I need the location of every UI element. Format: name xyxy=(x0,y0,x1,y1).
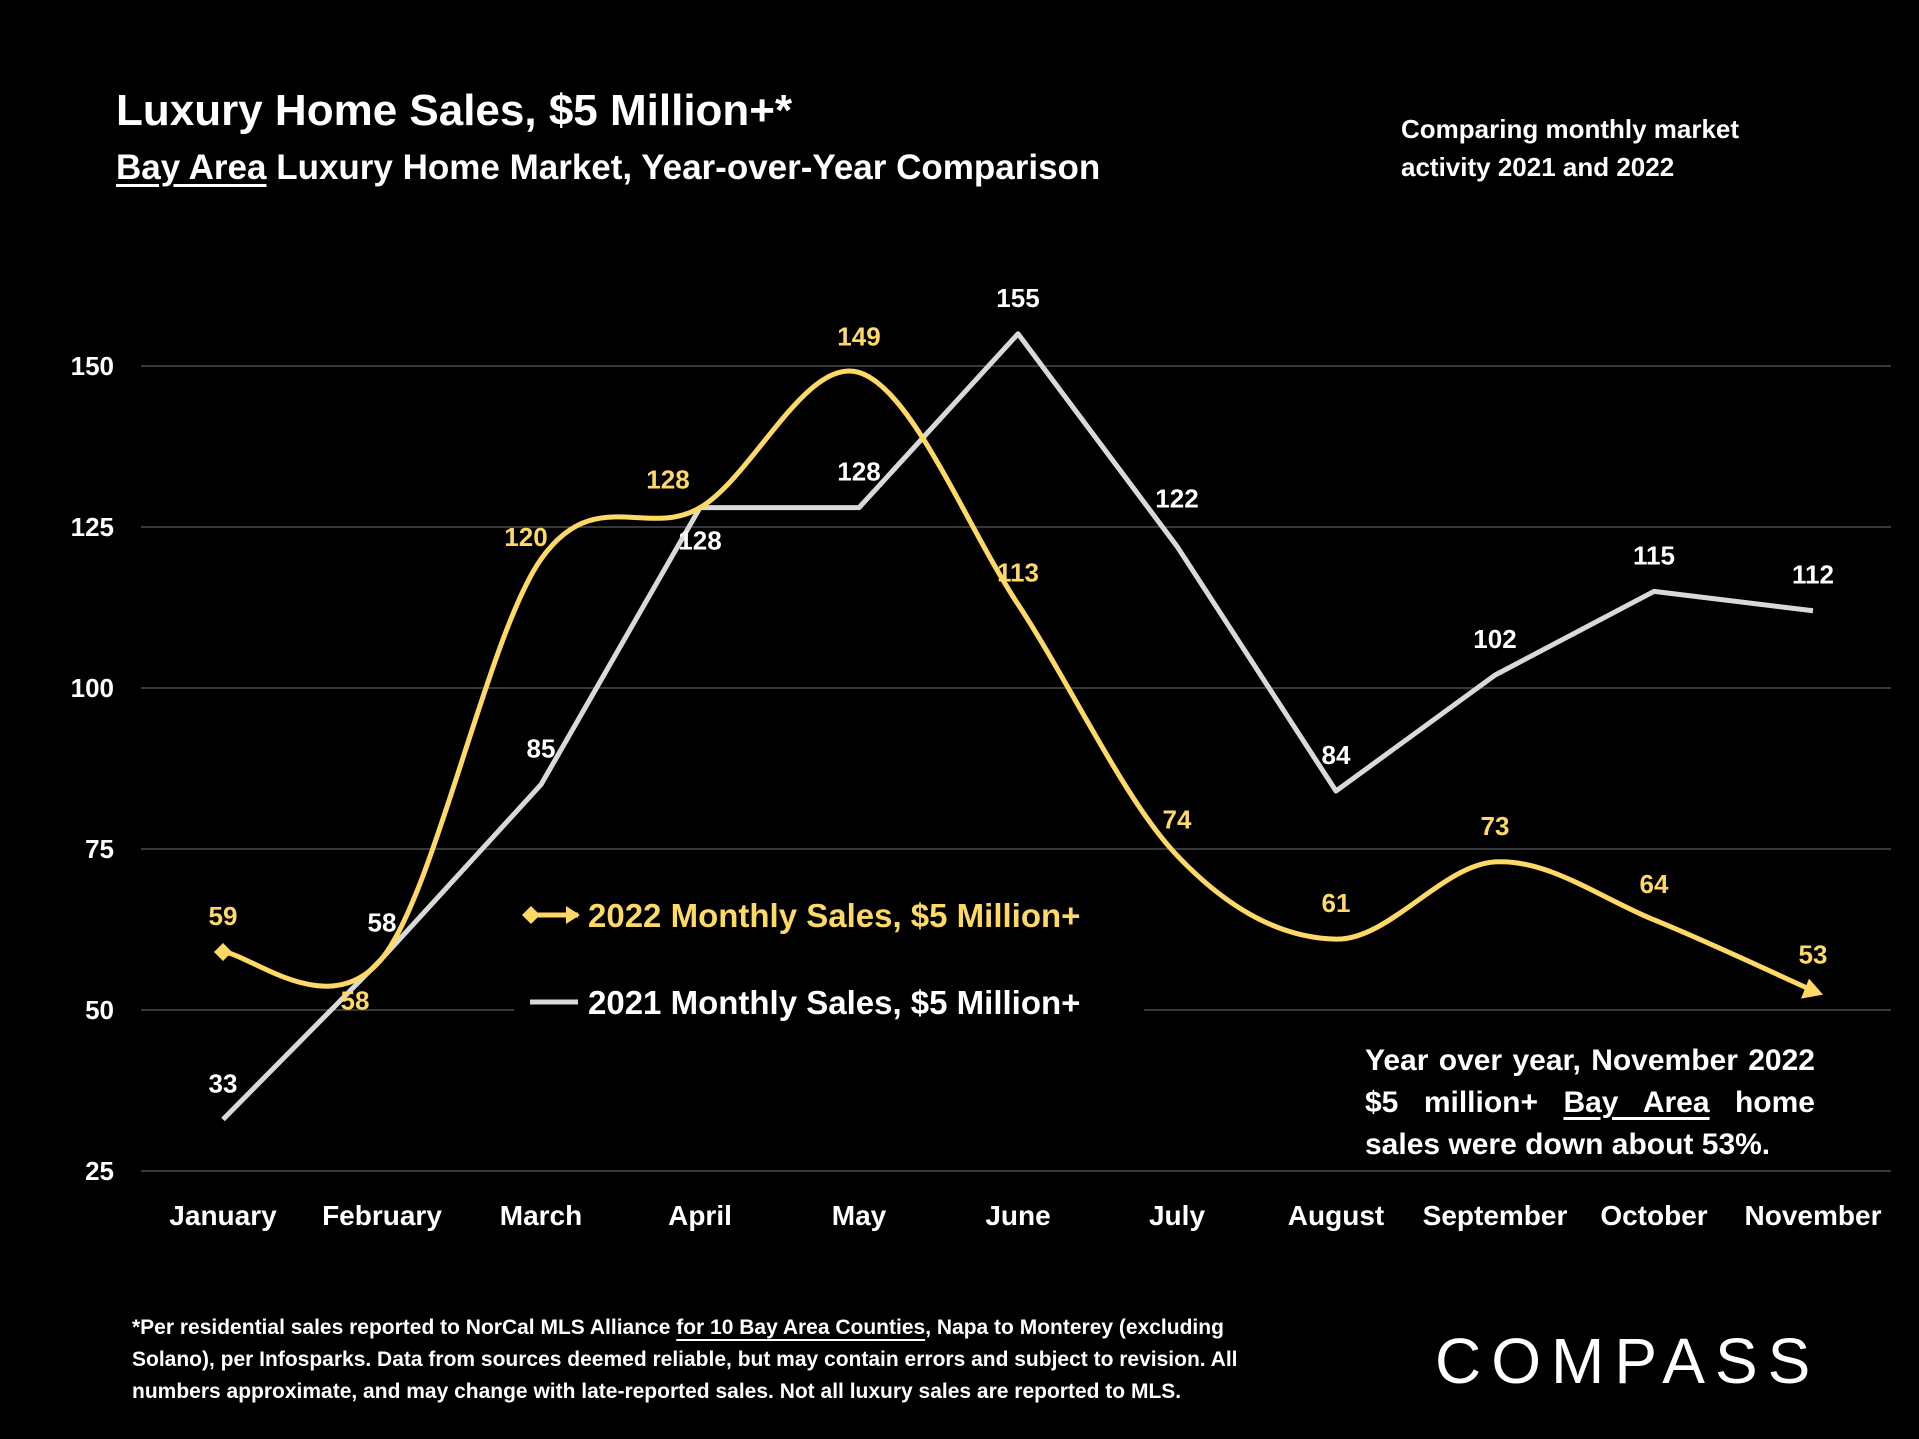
x-tick-label: July xyxy=(1149,1200,1205,1231)
data-label: 115 xyxy=(1633,540,1675,570)
data-label: 85 xyxy=(527,734,556,764)
x-tick-label: January xyxy=(169,1200,277,1231)
x-tick-label: August xyxy=(1288,1200,1384,1231)
data-label: 113 xyxy=(997,557,1039,587)
callout-text: Year over year, November 2022 $5 million… xyxy=(1365,1040,1815,1166)
legend-label: 2022 Monthly Sales, $5 Million+ xyxy=(588,897,1080,934)
legend-label: 2021 Monthly Sales, $5 Million+ xyxy=(588,984,1080,1021)
y-tick-label: 50 xyxy=(85,995,114,1025)
callout-region: Bay Area xyxy=(1563,1086,1710,1119)
data-label: 149 xyxy=(837,321,880,351)
data-label: 64 xyxy=(1640,869,1669,899)
y-tick-label: 150 xyxy=(71,351,114,381)
footnote-line2: Solano), per Infosparks. Data from sourc… xyxy=(132,1348,1238,1371)
data-label: 74 xyxy=(1163,804,1192,834)
series-line-2022 xyxy=(222,368,1815,993)
x-tick-label: May xyxy=(832,1200,887,1231)
data-label: 73 xyxy=(1481,811,1510,841)
x-tick-label: November xyxy=(1745,1200,1882,1231)
x-tick-label: October xyxy=(1600,1200,1707,1231)
footnote-link: for 10 Bay Area Counties xyxy=(676,1316,926,1339)
comparison-note: Comparing monthly market activity 2021 a… xyxy=(1401,114,1740,182)
footnote-line3: numbers approximate, and may change with… xyxy=(132,1380,1182,1403)
data-label: 53 xyxy=(1799,940,1828,970)
callout-background xyxy=(1346,1034,1891,1169)
data-label: 59 xyxy=(209,901,238,931)
legend-diamond-icon xyxy=(522,906,540,924)
data-label: 102 xyxy=(1473,624,1516,654)
y-tick-label: 25 xyxy=(85,1156,114,1186)
data-label: 84 xyxy=(1322,740,1351,770)
data-label: 58 xyxy=(341,985,370,1015)
callout-post: home sales were down about 53%. xyxy=(1365,1086,1815,1161)
series-line-2021 xyxy=(221,331,1814,1122)
x-tick-label: February xyxy=(322,1200,442,1231)
data-label: 112 xyxy=(1792,560,1834,590)
callout-pre: Year over year, November 2022 $5 million… xyxy=(1365,1044,1815,1119)
y-tick-label: 75 xyxy=(85,834,114,864)
y-tick-label: 125 xyxy=(71,512,114,542)
legend-background xyxy=(514,881,1144,1034)
x-tick-label: June xyxy=(985,1200,1050,1231)
y-tick-label: 100 xyxy=(71,673,114,703)
line-chart: 25 50 75 100 125 150 January February March April… xyxy=(71,283,1891,1231)
data-label: 122 xyxy=(1155,483,1198,513)
diamond-marker xyxy=(214,943,232,962)
data-label: 128 xyxy=(678,526,721,556)
data-label: 128 xyxy=(646,465,689,495)
chart-subtitle: Bay Area Luxury Home Market, Year-over-Y… xyxy=(116,148,1100,188)
footnote-line1-end: , Napa to Monterey (excluding xyxy=(925,1316,1224,1339)
data-label: 155 xyxy=(996,283,1039,313)
arrow-marker xyxy=(1801,978,1823,999)
subtitle-region: Bay Area xyxy=(116,148,267,187)
data-label: 128 xyxy=(837,457,880,487)
chart-title: Luxury Home Sales, $5 Million+* xyxy=(116,86,793,135)
data-label: 58 xyxy=(368,907,397,937)
footnote-line1: *Per residential sales reported to NorCa… xyxy=(132,1316,677,1339)
x-tick-label: April xyxy=(668,1200,732,1231)
data-label: 120 xyxy=(504,522,547,552)
data-label: 33 xyxy=(209,1068,238,1098)
compass-logo: COMPASS xyxy=(1435,1325,1821,1397)
x-tick-label: September xyxy=(1423,1200,1568,1231)
legend-arrow-icon xyxy=(566,906,580,924)
footnote: *Per residential sales reported to NorCa… xyxy=(132,1312,1238,1408)
x-tick-label: March xyxy=(500,1200,582,1231)
subtitle-text: Luxury Home Market, Year-over-Year Compa… xyxy=(266,148,1101,187)
data-label: 61 xyxy=(1322,888,1351,918)
